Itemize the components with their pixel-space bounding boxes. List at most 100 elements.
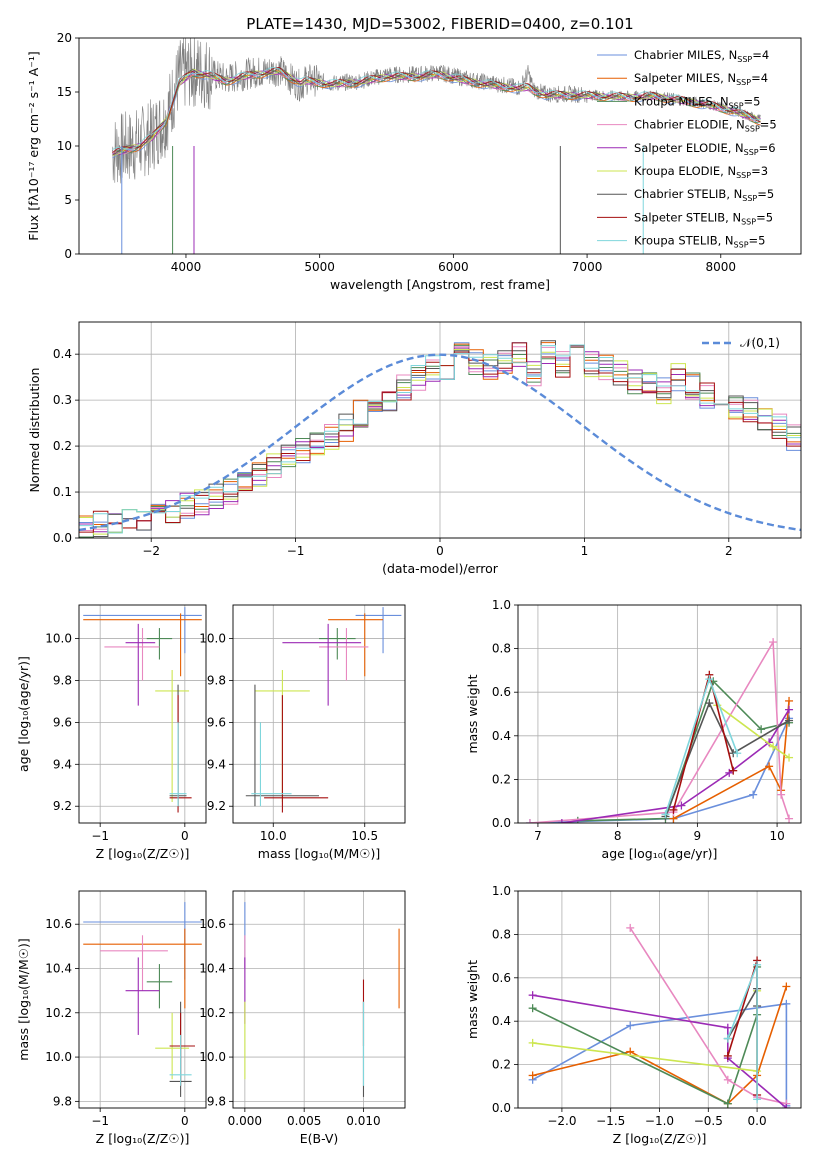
y-axis-label: Flux [fλ10⁻¹⁷ erg cm⁻² s⁻¹ A⁻¹]	[26, 51, 41, 240]
y-tick-label: 10.6	[199, 917, 226, 931]
plot-area	[244, 902, 400, 1097]
model-spectrum-3	[112, 70, 761, 155]
histogram-7	[79, 342, 801, 533]
y-tick-label: 5	[64, 193, 72, 207]
axes-frame	[78, 890, 207, 1109]
y-tick-label: 0.8	[492, 927, 511, 941]
y-tick-label: 10.0	[199, 632, 226, 646]
y-tick-label: 0.0	[53, 531, 72, 545]
mass-weight-line-6	[727, 985, 758, 1040]
y-tick-label: 9.4	[207, 757, 226, 771]
x-axis-label: Z [log₁₀(Z/Z☉)]	[96, 846, 190, 861]
y-tick-label: 9.8	[207, 673, 226, 687]
x-tick-label: 0.0	[748, 1114, 767, 1128]
figure-title: PLATE=1430, MJD=53002, FIBERID=0400, z=0…	[246, 15, 633, 33]
x-tick-label: 1	[581, 544, 589, 558]
y-tick-label: 0	[64, 247, 72, 261]
y-tick-label: 20	[57, 31, 72, 45]
legend-entry: Chabrier MILES, NSSP=4	[634, 48, 769, 64]
y-tick-label: 1.0	[492, 598, 511, 612]
y-tick-label: 0.4	[492, 729, 511, 743]
axes-frame	[517, 890, 802, 1109]
x-tick-label: −2.0	[547, 1114, 576, 1128]
axes-frame	[78, 37, 802, 255]
x-tick-label: −1	[287, 544, 305, 558]
y-tick-label: 9.2	[207, 799, 226, 813]
x-tick-label: −1.0	[645, 1114, 674, 1128]
y-tick-label: 0.4	[492, 1014, 511, 1028]
x-tick-label: 8000	[706, 260, 737, 274]
y-tick-label: 9.4	[53, 757, 72, 771]
model-spectrum-7	[112, 66, 761, 154]
y-tick-label: 0.4	[53, 347, 72, 361]
legend: 𝒩(0,1)	[702, 336, 780, 350]
mass-weight-line-0	[529, 718, 790, 823]
histogram-0	[79, 342, 801, 531]
y-tick-label: 0.6	[492, 971, 511, 985]
chart-spectrum: 4000 5000 6000 7000 8000 0 5 10 15 20 wavelength […	[26, 31, 802, 292]
legend-entry: Kroupa ELODIE, NSSP=3	[634, 164, 768, 180]
y-tick-label: 0.6	[492, 685, 511, 699]
y-tick-label: 10.2	[199, 1006, 226, 1020]
y-tick-label: 9.2	[53, 799, 72, 813]
legend-entry: Kroupa STELIB, NSSP=5	[634, 234, 765, 250]
y-tick-label: 0.2	[53, 439, 72, 453]
mass-weight-line-4	[561, 709, 790, 823]
histogram-1	[79, 342, 801, 529]
x-tick-label: −0.5	[694, 1114, 723, 1128]
histogram-3	[79, 346, 801, 531]
axes-frame	[517, 604, 802, 824]
y-tick-label: 9.6	[53, 715, 72, 729]
y-axis-label: age [log₁₀(age/yr)]	[16, 656, 31, 772]
x-axis-label: age [log₁₀(age/yr)]	[602, 846, 718, 861]
x-tick-label: 10.5	[351, 829, 378, 843]
axes-frame	[232, 604, 406, 824]
x-tick-label: 4000	[171, 260, 202, 274]
chart-residual-hist: −2 −1 0 1 2 0.0 0.1 0.2 0.3 0.4 (data-model)/error…	[27, 321, 802, 576]
plot-area	[83, 607, 202, 813]
x-tick-label: 2	[725, 544, 733, 558]
y-tick-label: 0.8	[492, 642, 511, 656]
x-tick-label: 0	[181, 829, 189, 843]
y-tick-label: 9.8	[53, 673, 72, 687]
x-tick-label: 0	[181, 1114, 189, 1128]
axes-frame	[78, 604, 207, 824]
y-tick-label: 1.0	[492, 884, 511, 898]
y-tick-label: 0.1	[53, 485, 72, 499]
legend-entry: Chabrier ELODIE, NSSP=5	[634, 118, 777, 134]
histogram-8	[79, 344, 801, 534]
plot-area	[245, 607, 402, 813]
x-axis-label: (data-model)/error	[382, 561, 499, 576]
y-tick-label: 9.8	[207, 1094, 226, 1108]
legend-entry: Salpeter MILES, NSSP=4	[634, 71, 768, 87]
y-tick-label: 9.6	[207, 715, 226, 729]
x-tick-label: −1	[91, 1114, 109, 1128]
histogram-6	[79, 340, 801, 538]
chart-mass-vs-Z: −1 0 9.8 10.0 10.2 10.4 10.6 Z [log₁₀(Z/Z☉)] mas…	[16, 890, 207, 1146]
y-tick-label: 10.6	[45, 917, 72, 931]
plot-area	[83, 902, 202, 1097]
legend-entry: Salpeter STELIB, NSSP=5	[634, 210, 773, 226]
y-axis-label: mass weight	[465, 674, 480, 753]
mass-weight-line-1	[673, 700, 790, 820]
y-tick-label: 15	[57, 85, 72, 99]
y-tick-label: 10.4	[45, 962, 72, 976]
y-tick-label: 10.0	[199, 1050, 226, 1064]
y-tick-label: 9.8	[53, 1094, 72, 1108]
axes-frame	[232, 890, 406, 1109]
chart-age-vs-mass: 10.0 10.5 9.2 9.4 9.6 9.8 10.0 mass [log₁₀(M/M☉…	[199, 604, 406, 861]
mass-weight-line-0	[532, 1002, 788, 1106]
x-tick-label: 0.005	[287, 1114, 321, 1128]
plot-area	[112, 38, 761, 254]
y-tick-label: 10.0	[45, 1050, 72, 1064]
plot-area	[79, 340, 801, 538]
chart-mass-weight-vs-Z: −2.0 −1.5 −1.0 −0.5 0.0 0.0 0.2 0.4 0.6 0.8 1.0 Z […	[465, 884, 802, 1146]
y-tick-label: 0.2	[492, 772, 511, 786]
x-tick-label: −1.5	[596, 1114, 625, 1128]
plot-area	[525, 638, 794, 823]
x-tick-label: −1	[91, 829, 109, 843]
x-tick-label: 7	[534, 829, 542, 843]
legend-entry: Salpeter ELODIE, NSSP=6	[634, 141, 776, 157]
x-tick-label: 6000	[438, 260, 469, 274]
